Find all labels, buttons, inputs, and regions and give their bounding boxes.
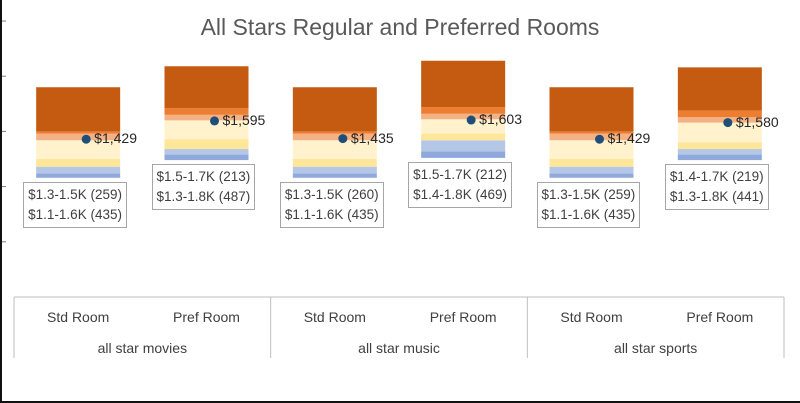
average-price-label: $1,580	[735, 113, 779, 130]
bar-segment	[549, 140, 634, 159]
bar-segment	[549, 159, 634, 167]
range-label: $1.4-1.8K (469)	[413, 186, 507, 202]
average-marker	[723, 118, 733, 128]
bar-segment	[677, 67, 762, 111]
x-group-label: all star sports	[614, 340, 698, 356]
bar-segment	[292, 133, 377, 141]
range-label: $1.3-1.5K (260)	[284, 186, 379, 202]
average-marker	[595, 134, 604, 144]
bar-segment	[677, 142, 762, 150]
bar-segment	[292, 173, 377, 178]
range-label: $1.1-1.6K (435)	[284, 206, 379, 222]
bar-segment	[677, 110, 762, 118]
bar-segment	[549, 131, 634, 134]
x-category-label: Pref Room	[429, 309, 497, 325]
average-price-label: $1,429	[607, 130, 651, 147]
average-markers	[81, 115, 733, 144]
range-label: $1.3-1.5K (259)	[541, 186, 636, 202]
bar-segment	[421, 140, 506, 152]
average-marker	[338, 134, 348, 144]
range-label: $1.5-1.7K (212)	[413, 166, 507, 182]
range-label-box: $1.3-1.5K (260) $1.1-1.6K (435)	[279, 181, 384, 228]
x-category-label: Pref Room	[173, 309, 240, 325]
bar-segment	[421, 107, 506, 114]
bar-segment	[549, 133, 634, 141]
bar-segment	[164, 114, 249, 121]
bar-segment	[36, 140, 121, 159]
bar-segment	[292, 159, 377, 167]
bar-segment	[677, 122, 762, 143]
bar-segment	[549, 87, 634, 132]
bar-segment	[421, 151, 506, 158]
bar-segment	[292, 87, 377, 132]
range-label: $1.1-1.6K (435)	[541, 206, 636, 222]
x-group-label: all star music	[358, 340, 440, 356]
x-category-label: Std Room	[303, 309, 366, 325]
bar-segment	[36, 87, 121, 132]
x-category-label: Std Room	[560, 309, 623, 325]
bar-segment	[421, 60, 506, 108]
x-category-label: Std Room	[47, 309, 110, 325]
average-marker	[210, 116, 219, 126]
bar-segment	[36, 159, 121, 167]
bar-segment	[36, 173, 121, 178]
range-label: $1.1-1.6K (435)	[28, 206, 122, 222]
bar-segment	[292, 166, 377, 174]
bar-segment	[549, 166, 634, 174]
bar-segment	[677, 117, 762, 123]
bar-segment	[549, 173, 634, 178]
x-axis-frame	[13, 296, 785, 358]
y-axis-ticks	[0, 20, 6, 243]
range-label-box: $1.5-1.7K (212) $1.4-1.8K (469)	[408, 161, 512, 208]
range-label-box: $1.3-1.5K (259) $1.1-1.6K (435)	[23, 181, 127, 228]
bar-segment	[164, 120, 249, 140]
bar-segment	[292, 140, 377, 159]
bar-segment	[164, 149, 249, 155]
bar-segment	[164, 139, 249, 150]
average-marker	[466, 115, 476, 125]
chart-title: All Stars Regular and Preferred Rooms	[200, 14, 600, 40]
bar-segment	[164, 66, 249, 109]
range-label: $1.3-1.8K (487)	[156, 189, 251, 205]
range-label: $1.5-1.7K (213)	[156, 169, 251, 185]
range-label: $1.4-1.7K (219)	[669, 169, 764, 185]
range-label: $1.3-1.8K (441)	[669, 189, 764, 205]
average-price-label: $1,595	[222, 111, 266, 128]
x-category-label: Pref Room	[686, 309, 754, 325]
average-price-label: $1,603	[479, 111, 522, 128]
bar-segment	[421, 119, 506, 134]
bar-segment	[36, 133, 121, 141]
bar-segment	[677, 154, 762, 161]
range-label: $1.3-1.5K (259)	[28, 186, 122, 202]
average-price-label: $1,429	[94, 130, 137, 147]
range-label-box: $1.3-1.5K (259) $1.1-1.6K (435)	[536, 181, 641, 228]
bar-segment	[677, 149, 762, 155]
bar-segment	[421, 113, 506, 120]
average-marker	[81, 134, 91, 144]
x-group-label: all star movies	[97, 340, 188, 356]
stacked-bars	[36, 60, 762, 178]
bar-segment	[421, 133, 506, 141]
average-price-label: $1,435	[350, 129, 394, 146]
bar-segment	[36, 131, 121, 134]
bar-segment	[36, 166, 121, 174]
range-label-box: $1.4-1.7K (219) $1.3-1.8K (441)	[664, 164, 769, 211]
bar-segment	[292, 131, 377, 134]
range-label-box: $1.5-1.7K (213) $1.3-1.8K (487)	[151, 164, 256, 211]
bar-segment	[164, 108, 249, 115]
bar-segment	[164, 154, 249, 161]
